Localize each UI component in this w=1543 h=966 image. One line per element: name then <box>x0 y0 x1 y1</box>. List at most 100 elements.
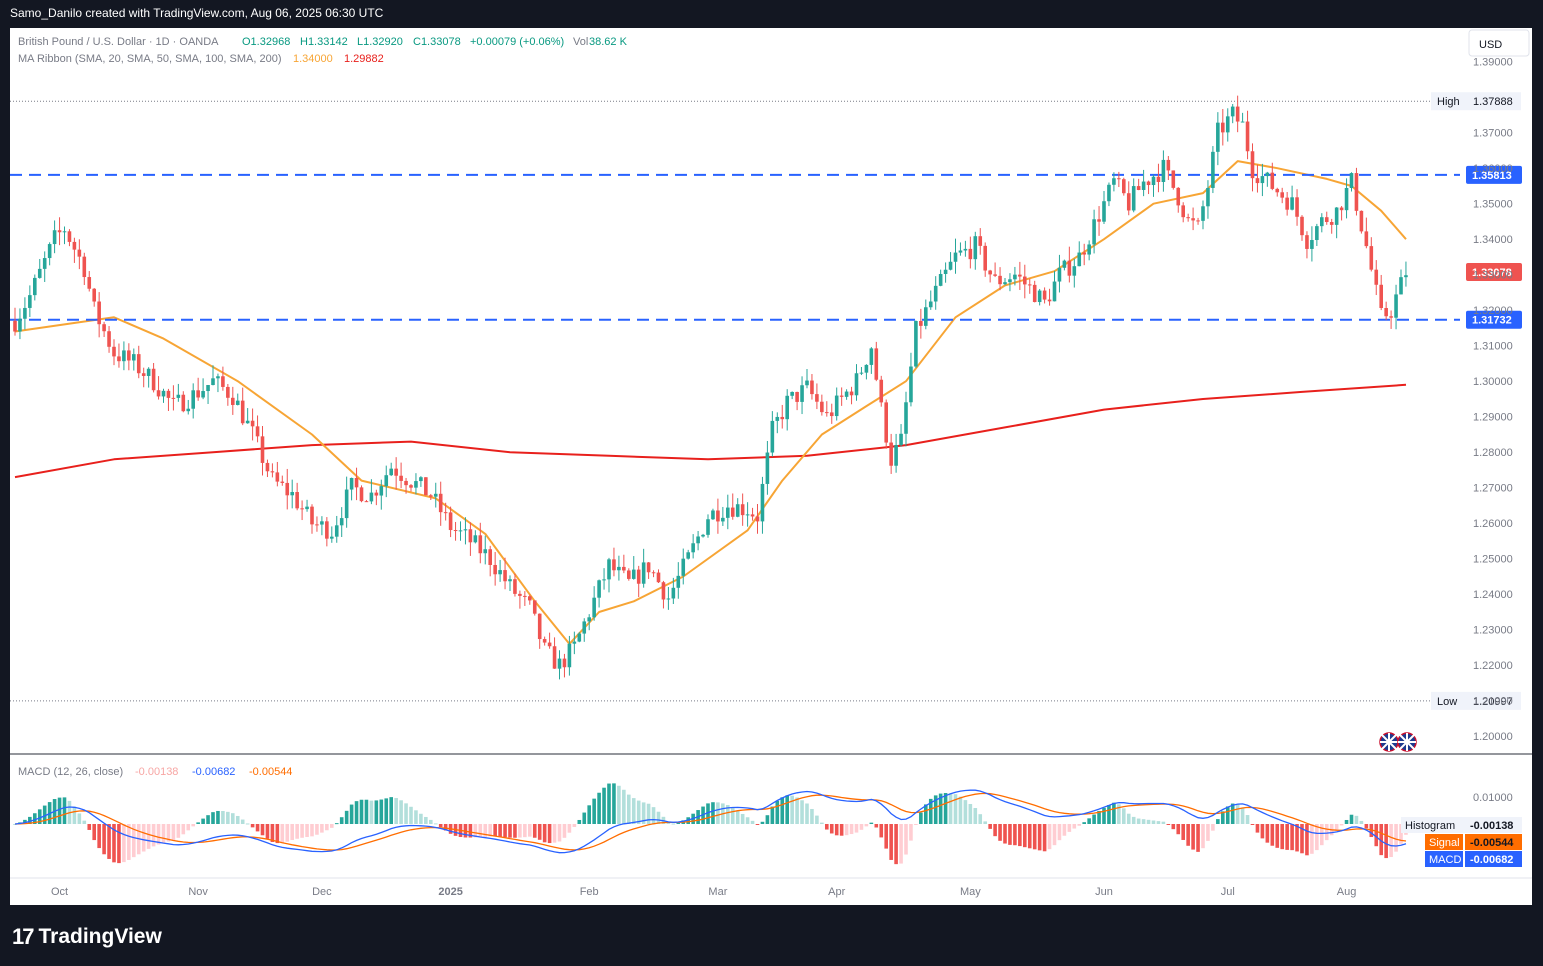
candle-body <box>656 572 661 583</box>
candle-up <box>666 587 671 610</box>
candle-up <box>572 631 577 655</box>
candle-down <box>171 385 176 411</box>
level-label: 1.31732 <box>1472 315 1512 327</box>
candle-down <box>537 613 542 649</box>
candle-down <box>740 493 745 526</box>
macd-histogram-bar <box>1384 824 1388 859</box>
candle-body <box>1374 269 1379 285</box>
candle-up <box>721 506 725 526</box>
macd-histogram-bar <box>1077 824 1082 826</box>
candle-body <box>552 646 557 669</box>
candle-body <box>646 562 651 573</box>
uk-us-flags-icon[interactable] <box>1379 732 1417 752</box>
candle-body <box>28 295 32 308</box>
candle-body <box>1087 244 1091 255</box>
candle-body <box>349 477 354 490</box>
candle-body <box>339 518 344 526</box>
candle-body <box>820 401 824 413</box>
macd-histogram-bar <box>1394 824 1398 852</box>
candle-body <box>597 580 601 598</box>
candle-down <box>231 386 235 415</box>
macd-histogram-bar <box>1300 824 1304 854</box>
macd-histogram-bar <box>978 814 983 824</box>
x-tick-label: Jul <box>1221 886 1235 898</box>
currency-button[interactable] <box>1468 29 1530 57</box>
candle-up <box>369 479 374 505</box>
candle-down <box>993 262 997 278</box>
candle-body <box>1181 205 1185 218</box>
candle-down <box>513 573 517 597</box>
macd-histogram-bar <box>468 824 473 838</box>
candle-body <box>285 482 290 496</box>
macd-histogram-bar <box>1117 804 1121 824</box>
macd-histogram-bar <box>285 824 290 842</box>
candle-body <box>1097 219 1101 222</box>
macd-histogram-bar <box>255 824 260 832</box>
candle-body <box>384 475 389 487</box>
tradingview-brand[interactable]: 17 TradingView <box>12 924 162 950</box>
candle-up <box>1206 180 1210 219</box>
candle-up <box>1003 278 1007 286</box>
candle-body <box>87 277 92 289</box>
candle-body <box>508 579 512 582</box>
candle-down <box>730 493 735 520</box>
candle-down <box>87 271 92 292</box>
last-price-label-bg <box>1466 262 1522 281</box>
candle-body <box>132 354 136 361</box>
macd-histogram-bar <box>726 804 730 824</box>
macd-histogram-bar <box>127 824 131 860</box>
price-chart[interactable]: High 1.37888 Low 1.20997 1.35813 1.31732 1.330… <box>10 28 1532 905</box>
macd-histogram-bar <box>196 822 200 824</box>
candle-down <box>438 481 443 526</box>
macd-histogram-bar <box>735 810 740 824</box>
candle-body <box>42 258 47 269</box>
candle-body <box>904 402 908 434</box>
macd-histogram-bar <box>1166 824 1171 825</box>
candle-body <box>1003 282 1007 285</box>
candle-body <box>953 252 958 262</box>
macd-histogram-bar <box>557 824 562 842</box>
macd-histogram-bar <box>1003 824 1007 844</box>
macd-histogram-bar <box>528 824 532 837</box>
legend-vol-value: 38.62 K <box>589 36 628 48</box>
candle-up <box>899 424 903 447</box>
macd-histogram-bar <box>973 808 978 824</box>
candle-body <box>33 277 37 296</box>
candle-down <box>1166 156 1171 181</box>
macd-histogram-bar <box>928 798 933 824</box>
macd-histogram-bar <box>191 824 195 827</box>
legend-low: L1.32920 <box>357 36 403 48</box>
candle-body <box>1136 186 1141 190</box>
macd-histogram-bar <box>1052 824 1057 846</box>
candle-body <box>389 468 393 476</box>
candle-up <box>1310 226 1314 262</box>
macd-histogram-bar <box>493 824 497 837</box>
candle-body <box>1260 176 1265 184</box>
candle-body <box>1112 178 1116 185</box>
candle-up <box>1230 103 1235 124</box>
candle-body <box>785 395 789 420</box>
candle-body <box>216 376 220 379</box>
macd-histogram-bar <box>201 818 205 824</box>
candle-down <box>399 462 403 489</box>
candle-down <box>77 239 82 270</box>
candle-down <box>552 637 557 669</box>
candle-body <box>963 248 968 251</box>
candle-up <box>191 383 195 419</box>
candle-body <box>493 564 497 575</box>
macd-histogram-bar <box>1042 824 1047 852</box>
candle-body <box>151 368 156 391</box>
macd-histogram-bar <box>1270 824 1275 846</box>
macd-histogram-bar <box>1196 824 1200 852</box>
macd-histogram-bar <box>419 813 423 824</box>
candle-body <box>498 570 502 575</box>
candle-body <box>711 510 715 520</box>
macd-histogram-bar <box>161 824 166 843</box>
candle-down <box>879 375 884 407</box>
macd-histogram-bar <box>988 824 992 829</box>
candle-up <box>785 389 789 431</box>
candle-down <box>983 242 987 277</box>
candle-body <box>864 364 869 373</box>
candle-body <box>1300 216 1304 236</box>
x-tick-label: Dec <box>312 886 332 898</box>
